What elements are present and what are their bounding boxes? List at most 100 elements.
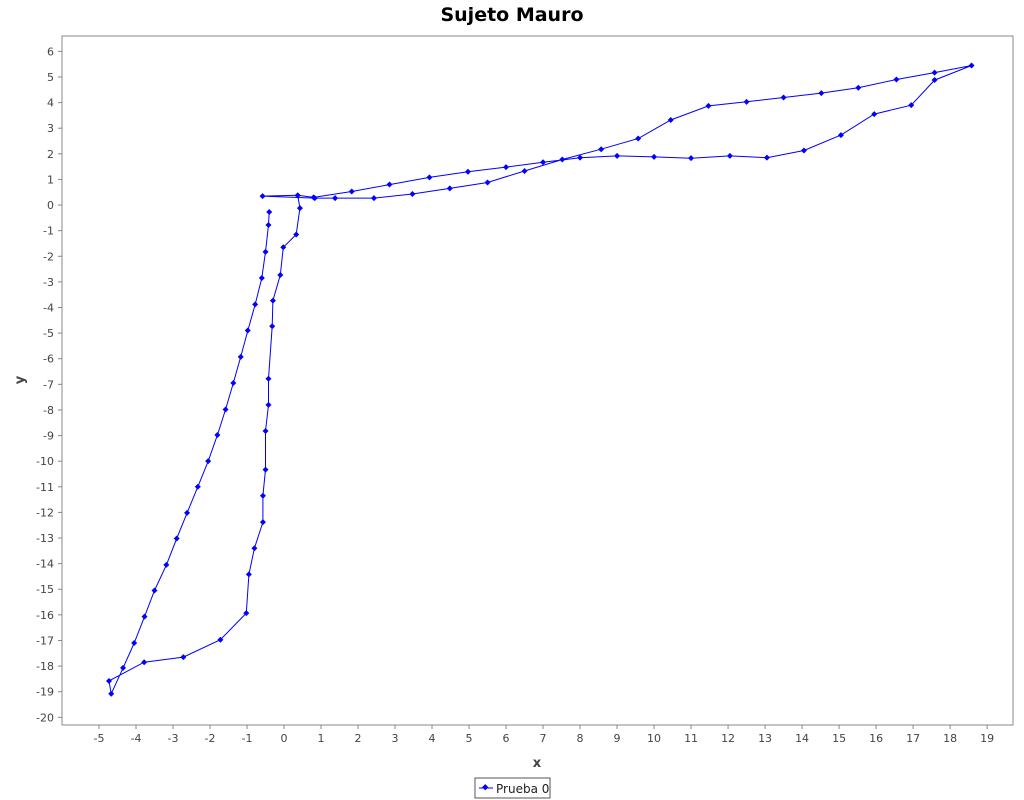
data-point bbox=[521, 167, 528, 174]
data-point bbox=[163, 561, 170, 568]
data-point bbox=[931, 69, 938, 76]
data-point bbox=[251, 545, 258, 552]
data-point bbox=[230, 380, 237, 387]
x-tick-label: 12 bbox=[721, 732, 735, 745]
y-tick-label: -14 bbox=[36, 558, 54, 571]
data-point bbox=[818, 90, 825, 97]
chart-title: Sujeto Mauro bbox=[440, 4, 583, 26]
y-tick-label: -16 bbox=[36, 609, 54, 622]
y-tick-label: -6 bbox=[43, 353, 54, 366]
y-tick-label: -2 bbox=[43, 250, 54, 263]
y-tick-label: 0 bbox=[47, 199, 54, 212]
x-tick-label: 7 bbox=[540, 732, 547, 745]
data-point bbox=[131, 640, 138, 647]
data-point bbox=[667, 117, 674, 124]
y-tick-label: -1 bbox=[43, 225, 54, 238]
data-point bbox=[651, 153, 658, 160]
data-point bbox=[243, 610, 250, 617]
data-point bbox=[141, 659, 148, 666]
data-point bbox=[780, 94, 787, 101]
y-tick-label: 2 bbox=[47, 148, 54, 161]
data-point bbox=[141, 613, 148, 620]
y-tick-label: -11 bbox=[36, 481, 54, 494]
y-tick-label: -12 bbox=[36, 506, 54, 519]
data-point bbox=[280, 244, 287, 251]
x-tick-label: 8 bbox=[577, 732, 584, 745]
data-point bbox=[217, 636, 224, 643]
data-point bbox=[968, 62, 975, 69]
data-point bbox=[871, 111, 878, 118]
data-point bbox=[893, 76, 900, 83]
x-tick-label: 6 bbox=[503, 732, 510, 745]
data-point bbox=[426, 174, 433, 181]
y-axis-label: y bbox=[13, 375, 28, 384]
data-point bbox=[614, 152, 621, 159]
data-point bbox=[265, 401, 272, 408]
x-tick-label: 10 bbox=[647, 732, 661, 745]
data-point bbox=[259, 492, 266, 499]
data-point bbox=[184, 509, 191, 516]
data-point bbox=[503, 164, 510, 171]
y-tick-label: -15 bbox=[36, 583, 54, 596]
x-tick-label: -4 bbox=[131, 732, 142, 745]
data-point bbox=[598, 146, 605, 153]
y-tick-label: -7 bbox=[43, 378, 54, 391]
x-tick-label: -3 bbox=[168, 732, 179, 745]
data-point bbox=[726, 152, 733, 159]
data-point bbox=[296, 205, 303, 212]
data-point bbox=[262, 248, 269, 255]
data-point bbox=[293, 231, 300, 238]
x-tick-label: 5 bbox=[466, 732, 473, 745]
x-tick-label: 9 bbox=[614, 732, 621, 745]
data-point bbox=[464, 168, 471, 175]
data-point bbox=[266, 208, 273, 215]
data-point bbox=[205, 458, 212, 465]
data-point bbox=[559, 156, 566, 163]
x-tick-label: 2 bbox=[355, 732, 362, 745]
data-point bbox=[269, 323, 276, 330]
y-tick-label: -13 bbox=[36, 532, 54, 545]
x-tick-label: 11 bbox=[684, 732, 698, 745]
x-tick-label: 18 bbox=[943, 732, 957, 745]
x-axis-ticks: -5 -4 -3 -2 -1 0 1 2 3 4 5 6 7 8 9 10 11 12 13 14 15 16 17 18 19 bbox=[94, 725, 994, 745]
data-point bbox=[262, 427, 269, 434]
y-tick-label: -18 bbox=[36, 660, 54, 673]
x-tick-label: -5 bbox=[94, 732, 105, 745]
data-point bbox=[265, 222, 272, 229]
y-tick-label: -19 bbox=[36, 686, 54, 699]
data-point bbox=[265, 375, 272, 382]
x-tick-label: 1 bbox=[318, 732, 325, 745]
data-point bbox=[120, 664, 127, 671]
data-point bbox=[763, 154, 770, 161]
legend-label: Prueba 0 bbox=[496, 782, 549, 796]
data-point bbox=[108, 690, 115, 697]
data-point bbox=[705, 102, 712, 109]
data-point bbox=[258, 275, 265, 282]
y-tick-label: -9 bbox=[43, 430, 54, 443]
data-point bbox=[262, 466, 269, 473]
data-point bbox=[214, 432, 221, 439]
data-point bbox=[635, 135, 642, 142]
x-tick-label: 13 bbox=[758, 732, 772, 745]
data-point bbox=[855, 84, 862, 91]
y-tick-label: 3 bbox=[47, 122, 54, 135]
y-tick-label: -20 bbox=[36, 711, 54, 724]
plot-area bbox=[61, 35, 1014, 726]
data-point bbox=[688, 155, 695, 162]
y-tick-label: -8 bbox=[43, 404, 54, 417]
x-tick-label: 15 bbox=[832, 732, 846, 745]
legend-box bbox=[474, 777, 551, 799]
data-point bbox=[540, 159, 547, 166]
x-tick-label: 17 bbox=[906, 732, 920, 745]
data-point bbox=[259, 519, 266, 526]
y-axis-ticks: 6 5 4 3 2 1 0 -1 -2 -3 -4 -5 -6 -7 -8 -9 -10 -11 -12 -13 -14… bbox=[36, 45, 62, 724]
y-tick-label: -17 bbox=[36, 634, 54, 647]
data-point bbox=[310, 194, 317, 201]
y-tick-label: 5 bbox=[47, 71, 54, 84]
data-point bbox=[237, 353, 244, 360]
data-point bbox=[409, 191, 416, 198]
x-tick-label: 16 bbox=[869, 732, 883, 745]
data-point bbox=[348, 188, 355, 195]
y-tick-label: -5 bbox=[43, 327, 54, 340]
data-point bbox=[332, 195, 339, 202]
